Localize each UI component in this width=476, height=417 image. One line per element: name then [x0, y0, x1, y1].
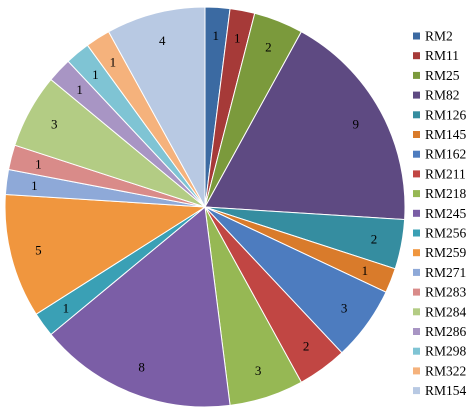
legend-item-rm245: RM245: [413, 206, 467, 221]
data-label-rm211: 2: [303, 339, 310, 354]
legend-label-rm286: RM286: [425, 324, 467, 339]
legend-swatch-rm271: [413, 268, 420, 276]
data-label-rm298: 1: [92, 67, 99, 82]
data-label-rm322: 1: [110, 54, 117, 69]
legend-item-rm284: RM284: [413, 304, 467, 319]
legend-swatch-rm25: [413, 71, 420, 79]
data-label-rm245: 8: [138, 359, 145, 374]
data-label-rm25: 2: [265, 40, 272, 55]
legend-label-rm259: RM259: [425, 245, 467, 260]
data-label-rm283: 1: [35, 157, 42, 172]
legend-label-rm126: RM126: [425, 107, 467, 122]
legend-label-rm256: RM256: [425, 226, 467, 241]
pie-slice-rm82: [204, 31, 406, 221]
legend-label-rm218: RM218: [425, 186, 467, 201]
legend-swatch-rm126: [413, 111, 420, 119]
legend-swatch-rm286: [413, 328, 420, 335]
legend-swatch-rm298: [413, 347, 420, 355]
legend-swatch-rm284: [413, 308, 420, 316]
legend-item-rm2: RM2: [413, 29, 453, 44]
legend-item-rm322: RM322: [413, 363, 466, 378]
legend-item-rm271: RM271: [413, 265, 466, 280]
legend-swatch-rm245: [413, 209, 420, 217]
data-label-rm271: 1: [31, 178, 38, 193]
legend-label-rm25: RM25: [425, 68, 460, 83]
legend-swatch-rm11: [413, 52, 420, 60]
legend-label-rm245: RM245: [425, 206, 467, 221]
legend-item-rm259: RM259: [413, 245, 467, 260]
data-label-rm11: 1: [234, 31, 241, 46]
legend-swatch-rm322: [413, 367, 420, 375]
legend-label-rm82: RM82: [425, 88, 460, 103]
legend-swatch-rm2: [413, 32, 420, 40]
legend-item-rm11: RM11: [413, 48, 459, 63]
legend-swatch-rm218: [413, 190, 420, 198]
data-label-rm82: 9: [352, 117, 359, 132]
legend-item-rm256: RM256: [413, 226, 467, 241]
legend-item-rm283: RM283: [413, 285, 467, 300]
legend-item-rm286: RM286: [413, 324, 467, 339]
data-label-rm162: 3: [341, 301, 348, 316]
data-label-rm145: 1: [362, 263, 369, 278]
legend-label-rm283: RM283: [425, 285, 467, 300]
legend-label-rm145: RM145: [425, 127, 467, 142]
legend-item-rm298: RM298: [413, 344, 467, 359]
legend-label-rm298: RM298: [425, 344, 467, 359]
legend-item-rm82: RM82: [413, 88, 460, 103]
data-label-rm286: 1: [76, 82, 83, 97]
data-label-rm2: 1: [213, 28, 220, 43]
legend-swatch-rm82: [413, 91, 420, 99]
legend-swatch-rm283: [413, 288, 420, 296]
legend-swatch-rm145: [413, 131, 420, 138]
legend-label-rm284: RM284: [425, 304, 467, 319]
legend-item-rm211: RM211: [413, 166, 466, 181]
legend-item-rm154: RM154: [413, 383, 467, 398]
data-label-rm154: 4: [159, 33, 166, 48]
legend-item-rm25: RM25: [413, 68, 460, 83]
data-label-rm126: 2: [371, 232, 378, 247]
pie-slice-rm259: [4, 193, 207, 315]
pie-slice-rm245: [50, 206, 231, 408]
legend-label-rm11: RM11: [425, 48, 459, 63]
data-label-rm256: 1: [63, 301, 70, 316]
legend-label-rm271: RM271: [425, 265, 466, 280]
legend-swatch-rm259: [413, 249, 420, 257]
data-label-rm218: 3: [255, 363, 262, 378]
legend-swatch-rm256: [413, 229, 420, 237]
legend-label-rm2: RM2: [425, 29, 453, 44]
legend-item-rm126: RM126: [413, 107, 467, 122]
legend-label-rm154: RM154: [425, 383, 467, 398]
legend-swatch-rm162: [413, 150, 420, 158]
legend-item-rm162: RM162: [413, 147, 466, 162]
legend-swatch-rm154: [413, 387, 420, 395]
legend-item-rm218: RM218: [413, 186, 467, 201]
data-label-rm259: 5: [35, 242, 42, 257]
legend-label-rm211: RM211: [425, 166, 466, 181]
pie-slice-rm154: [107, 6, 206, 208]
pie-slices: [4, 6, 406, 408]
legend-item-rm145: RM145: [413, 127, 467, 142]
legend-label-rm162: RM162: [425, 147, 466, 162]
legend-label-rm322: RM322: [425, 363, 466, 378]
legend-swatch-rm211: [413, 170, 420, 178]
legend: RM2 RM11 RM25 RM82 RM126 RM145 RM162 RM211 RM218…: [413, 29, 467, 398]
data-label-rm284: 3: [51, 117, 58, 132]
